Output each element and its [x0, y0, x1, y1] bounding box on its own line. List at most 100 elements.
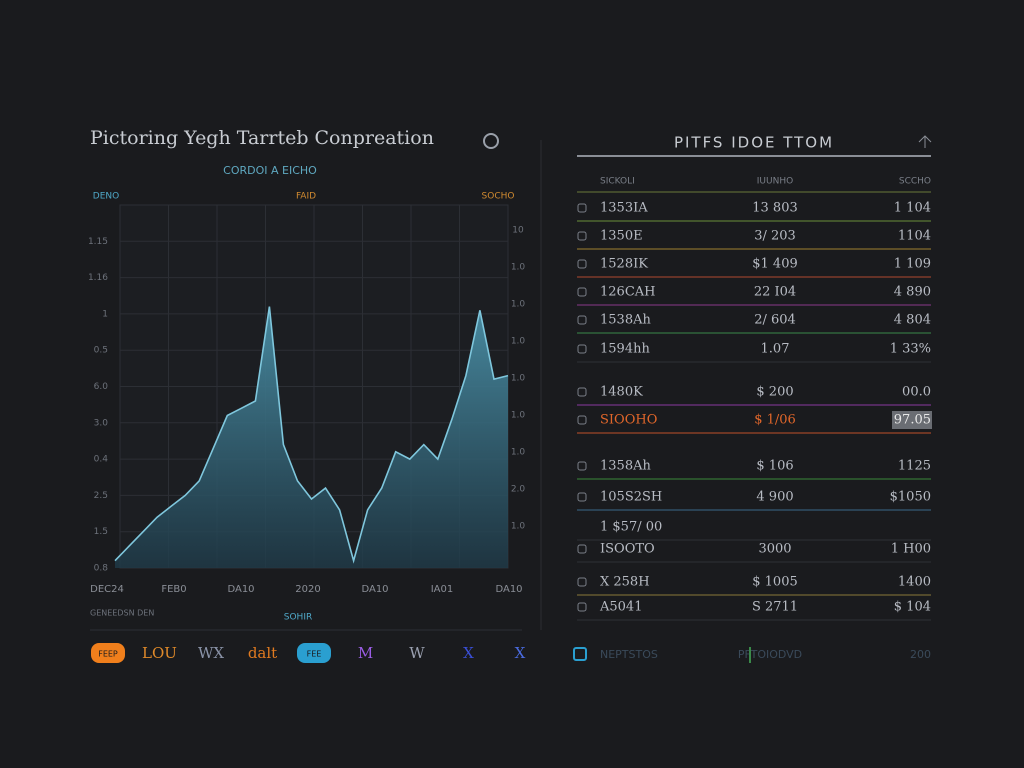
row-name: 1350E [600, 229, 643, 244]
row-name: ISOOTO [600, 542, 655, 557]
y-tick-label: 0.8 [94, 564, 109, 574]
table-row[interactable]: 1358Ah $ 106 1125 [577, 459, 931, 480]
row-name: 1353IA [600, 201, 648, 216]
row-icon [577, 602, 587, 612]
row-name: 1528IK [600, 257, 648, 272]
x-tick-label: DA10 [361, 584, 388, 595]
y-tick-label: 1.16 [88, 273, 108, 283]
table-row[interactable]: 126CAH 22 I04 4 890 [577, 285, 931, 306]
footer-label: 200 [910, 648, 931, 661]
legend-item[interactable]: W [409, 644, 425, 662]
table-row[interactable]: A5041 S 2711 $ 104 [577, 600, 931, 621]
row-value: $1 409 [752, 257, 798, 272]
x-axis-caption: SOHIR [284, 613, 312, 623]
legend-label: WX [198, 644, 224, 662]
table-row[interactable]: 1480K $ 200 00.0 [577, 385, 931, 406]
row-name: X 258H [600, 575, 650, 590]
row-name: 1594hh [600, 342, 650, 357]
table-row[interactable]: ISOOTO 3000 1 H00 [577, 542, 931, 563]
legend-item[interactable]: dalt [248, 644, 277, 662]
table-row[interactable]: 105S2SH 4 900 $1050 [577, 490, 931, 511]
row-name: 105S2SH [600, 490, 662, 505]
row-icon [577, 492, 587, 502]
x-tick-label: DA10 [227, 584, 254, 595]
y2-tick-label: 2.0 [511, 485, 526, 495]
row-icon [577, 203, 587, 213]
row-change: 4 804 [894, 313, 931, 328]
y2-tick-label: 1.0 [511, 522, 526, 532]
footer-label: NEPTSTOS [600, 648, 658, 661]
y-tick-label: 3.0 [94, 418, 109, 428]
footer-label: PFTOIODVD [738, 648, 802, 661]
row-change: 1125 [898, 459, 931, 474]
axis-corner-label: FAID [296, 192, 316, 202]
legend-item[interactable]: FEEP [91, 643, 125, 663]
y2-tick-label: 1.0 [511, 263, 526, 273]
row-value: 22 I04 [754, 285, 796, 300]
row-icon [577, 577, 587, 587]
legend-label: FEEP [98, 650, 118, 659]
table-row[interactable]: 1350E 3/ 203 1104 [577, 229, 931, 250]
row-change: 1104 [898, 229, 931, 244]
row-value: 3/ 203 [754, 229, 796, 244]
row-value: $ 106 [756, 459, 793, 474]
table-row[interactable]: SIOOHO $ 1/06 97.05 [577, 411, 932, 434]
axis-corner-label: DENO [93, 192, 119, 202]
area-fill [115, 306, 508, 568]
legend-item[interactable]: X [463, 644, 474, 662]
row-value: S 2711 [752, 600, 798, 615]
legend-item[interactable]: X [515, 644, 526, 662]
row-value: 2/ 604 [754, 313, 796, 328]
row-name: 1480K [600, 385, 643, 400]
legend-item[interactable]: M [358, 644, 373, 662]
legend-pill [91, 643, 125, 663]
row-icon [577, 287, 587, 297]
table-row[interactable]: 1538Ah 2/ 604 4 804 [577, 313, 931, 334]
row-name: A5041 [599, 600, 642, 615]
collapse-icon[interactable] [918, 135, 932, 148]
x-tick-label: DEC24 [90, 584, 124, 595]
table-row[interactable]: 1353IA 13 803 1 104 [577, 201, 931, 222]
row-icon [577, 415, 587, 425]
row-name: 126CAH [600, 285, 656, 300]
footer-icon [573, 647, 587, 661]
legend-item[interactable]: WX [198, 644, 224, 662]
column-header: SCCHO [899, 177, 931, 187]
table-row[interactable]: 1528IK $1 409 1 109 [577, 257, 931, 278]
y-tick-label: 6.0 [94, 382, 109, 392]
column-header: IUUNHO [757, 177, 793, 187]
legend-label: dalt [248, 644, 277, 662]
y-tick-label: 0.4 [94, 455, 109, 465]
table-row[interactable]: 1 $57/ 00 [577, 520, 931, 541]
y-tick-label: 1 [102, 309, 108, 319]
settings-icon[interactable] [483, 133, 499, 149]
table-row[interactable]: 1594hh 1.07 1 33% [577, 342, 931, 363]
x-tick-label: IA01 [431, 584, 454, 595]
row-change: 1 104 [894, 201, 931, 216]
table-row[interactable]: X 258H $ 1005 1400 [577, 575, 931, 596]
legend-label: LOU [142, 644, 177, 662]
column-header: SICKOLI [600, 177, 635, 187]
legend-pill [297, 643, 331, 663]
y2-tick-label: 1.0 [511, 411, 526, 421]
y-tick-label: 2.5 [94, 491, 108, 501]
legend-label: FEE [307, 650, 322, 659]
legend-item[interactable]: FEE [297, 643, 331, 663]
row-icon [577, 544, 587, 554]
row-change: 97.05 [894, 413, 931, 428]
row-change: $ 104 [894, 600, 931, 615]
change-badge [892, 411, 932, 429]
legend-item[interactable]: LOU [142, 644, 177, 662]
row-icon [577, 231, 587, 241]
row-value: $ 1/06 [754, 413, 796, 428]
footnote: GENEEDSN DEN [90, 609, 154, 618]
legend-label: X [515, 644, 526, 662]
y2-tick-label: 1.0 [511, 300, 526, 310]
row-change: 1 109 [894, 257, 931, 272]
row-name: 1 $57/ 00 [600, 520, 662, 535]
row-value: 3000 [758, 542, 791, 557]
x-tick-label: FEB0 [161, 584, 186, 595]
row-change: 1 33% [890, 342, 931, 357]
